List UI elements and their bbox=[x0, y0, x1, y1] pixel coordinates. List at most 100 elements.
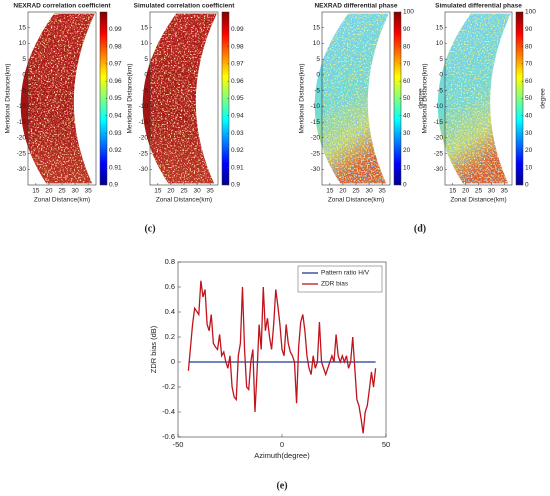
y-tick-label: 5 bbox=[22, 56, 26, 63]
x-tick-label: 15 bbox=[326, 188, 334, 195]
x-tick-label: 20 bbox=[339, 188, 347, 195]
y-tick-label: -20 bbox=[311, 135, 321, 142]
colorbar-tick-label: 60 bbox=[525, 78, 533, 85]
colorbar-tick-label: 0.91 bbox=[109, 164, 122, 171]
y-tick-label: 0.4 bbox=[165, 307, 175, 316]
x-tick-label: 30 bbox=[488, 188, 496, 195]
y-tick-label: -10 bbox=[139, 103, 149, 110]
x-tick-label: 30 bbox=[193, 188, 201, 195]
y-tick-label: -0.6 bbox=[162, 432, 175, 441]
colorbar-label: degree bbox=[540, 88, 547, 109]
x-tick-label: 50 bbox=[382, 440, 390, 449]
colorbar-tick-label: 0 bbox=[525, 182, 529, 189]
x-tick-label: 20 bbox=[462, 188, 470, 195]
colorbar-label: degree bbox=[418, 88, 425, 109]
y-tick-label: -15 bbox=[17, 119, 27, 126]
y-tick-label: -5 bbox=[142, 87, 148, 94]
colorbar-tick-label: 0.91 bbox=[231, 164, 244, 171]
y-tick-label: -30 bbox=[139, 166, 149, 173]
x-tick-label: 25 bbox=[475, 188, 483, 195]
y-tick-label: -15 bbox=[311, 119, 321, 126]
chart-title: Simulated correlation coefficient bbox=[134, 3, 236, 10]
x-tick-label: 35 bbox=[207, 188, 215, 195]
y-tick-label: 5 bbox=[439, 56, 443, 63]
panel-label: (d) bbox=[414, 223, 426, 234]
colorbar-tick-label: 0.94 bbox=[231, 113, 244, 120]
panel-label: (e) bbox=[276, 480, 287, 491]
colorbar-tick-label: 0.97 bbox=[109, 61, 122, 68]
colorbar-tick-label: 0.98 bbox=[109, 43, 122, 50]
x-axis-label: Zonal Distance(km) bbox=[450, 197, 506, 204]
x-tick-label: 15 bbox=[154, 188, 162, 195]
x-tick-label: 25 bbox=[180, 188, 188, 195]
colorbar-tick-label: 80 bbox=[525, 43, 533, 50]
y-tick-label: -20 bbox=[139, 135, 149, 142]
chart-title: NEXRAD correlation coefficient bbox=[13, 3, 111, 10]
x-tick-label: 30 bbox=[365, 188, 373, 195]
colorbar-tick-label: 10 bbox=[525, 164, 533, 171]
chart-title: NEXRAD differential phase bbox=[314, 3, 397, 10]
panel-label: (c) bbox=[144, 223, 155, 234]
y-tick-label: -0.2 bbox=[162, 382, 175, 391]
x-tick-label: 35 bbox=[379, 188, 387, 195]
y-tick-label: 0 bbox=[439, 72, 443, 79]
x-tick-label: 15 bbox=[32, 188, 40, 195]
legend-label: Pattern ratio H/V bbox=[321, 270, 370, 277]
colorbar-tick-label: 40 bbox=[525, 113, 533, 120]
colorbar-tick-label: 0.95 bbox=[109, 95, 122, 102]
y-tick-label: -20 bbox=[434, 135, 444, 142]
y-tick-label: -5 bbox=[314, 87, 320, 94]
colorbar-tick-label: 80 bbox=[403, 43, 411, 50]
colorbar-tick-label: 70 bbox=[525, 61, 533, 68]
y-tick-label: 10 bbox=[313, 40, 321, 47]
x-tick-label: 20 bbox=[167, 188, 175, 195]
y-axis-label: Meridional Distance(km) bbox=[127, 63, 134, 133]
y-tick-label: -0.4 bbox=[162, 407, 175, 416]
y-tick-label: 10 bbox=[141, 40, 149, 47]
colorbar-tick-label: 90 bbox=[403, 26, 411, 33]
y-tick-label: -30 bbox=[17, 166, 27, 173]
y-tick-label: 0.8 bbox=[165, 257, 175, 266]
y-tick-label: 15 bbox=[19, 24, 27, 31]
colorbar-tick-label: 70 bbox=[403, 61, 411, 68]
colorbar-tick-label: 0.93 bbox=[109, 130, 122, 137]
colorbar-tick-label: 60 bbox=[403, 78, 411, 85]
x-tick-label: 35 bbox=[85, 188, 93, 195]
colorbar-tick-label: 100 bbox=[403, 9, 414, 16]
y-tick-label: 0 bbox=[22, 72, 26, 79]
chart-title: Simulated differential phase bbox=[435, 3, 522, 10]
x-tick-label: -50 bbox=[173, 440, 184, 449]
x-tick-label: 25 bbox=[58, 188, 66, 195]
legend-box bbox=[297, 265, 383, 293]
y-tick-label: 15 bbox=[313, 24, 321, 31]
x-tick-label: 20 bbox=[45, 188, 53, 195]
colorbar-tick-label: 100 bbox=[525, 9, 536, 16]
x-tick-label: 30 bbox=[71, 188, 79, 195]
colorbar-tick-label: 30 bbox=[525, 130, 533, 137]
y-tick-label: 0 bbox=[144, 72, 148, 79]
y-tick-label: 10 bbox=[436, 40, 444, 47]
colorbar-tick-label: 0.99 bbox=[231, 26, 244, 33]
y-tick-label: -5 bbox=[437, 87, 443, 94]
colorbar-tick-label: 0.98 bbox=[231, 43, 244, 50]
y-tick-label: -10 bbox=[311, 103, 321, 110]
colorbar-tick-label: 50 bbox=[525, 95, 533, 102]
y-axis-label: Meridional Distance(km) bbox=[299, 63, 306, 133]
y-tick-label: -25 bbox=[434, 150, 444, 157]
x-tick-label: 35 bbox=[501, 188, 509, 195]
colorbar-tick-label: 0.92 bbox=[109, 147, 122, 154]
y-tick-label: 15 bbox=[436, 24, 444, 31]
y-tick-label: -10 bbox=[434, 103, 444, 110]
x-tick-label: 25 bbox=[352, 188, 360, 195]
colorbar-tick-label: 0.96 bbox=[231, 78, 244, 85]
y-tick-label: -25 bbox=[311, 150, 321, 157]
y-tick-label: -10 bbox=[17, 103, 27, 110]
colorbar-tick-label: 0.9 bbox=[109, 182, 118, 189]
colorbar-tick-label: 20 bbox=[525, 147, 533, 154]
y-tick-label: -15 bbox=[434, 119, 444, 126]
colorbar-tick-label: 0.94 bbox=[109, 113, 122, 120]
colorbar-tick-label: 0.9 bbox=[231, 182, 240, 189]
colorbar-tick-label: 0.97 bbox=[231, 61, 244, 68]
y-tick-label: -15 bbox=[139, 119, 149, 126]
x-axis-label: Zonal Distance(km) bbox=[156, 197, 212, 204]
